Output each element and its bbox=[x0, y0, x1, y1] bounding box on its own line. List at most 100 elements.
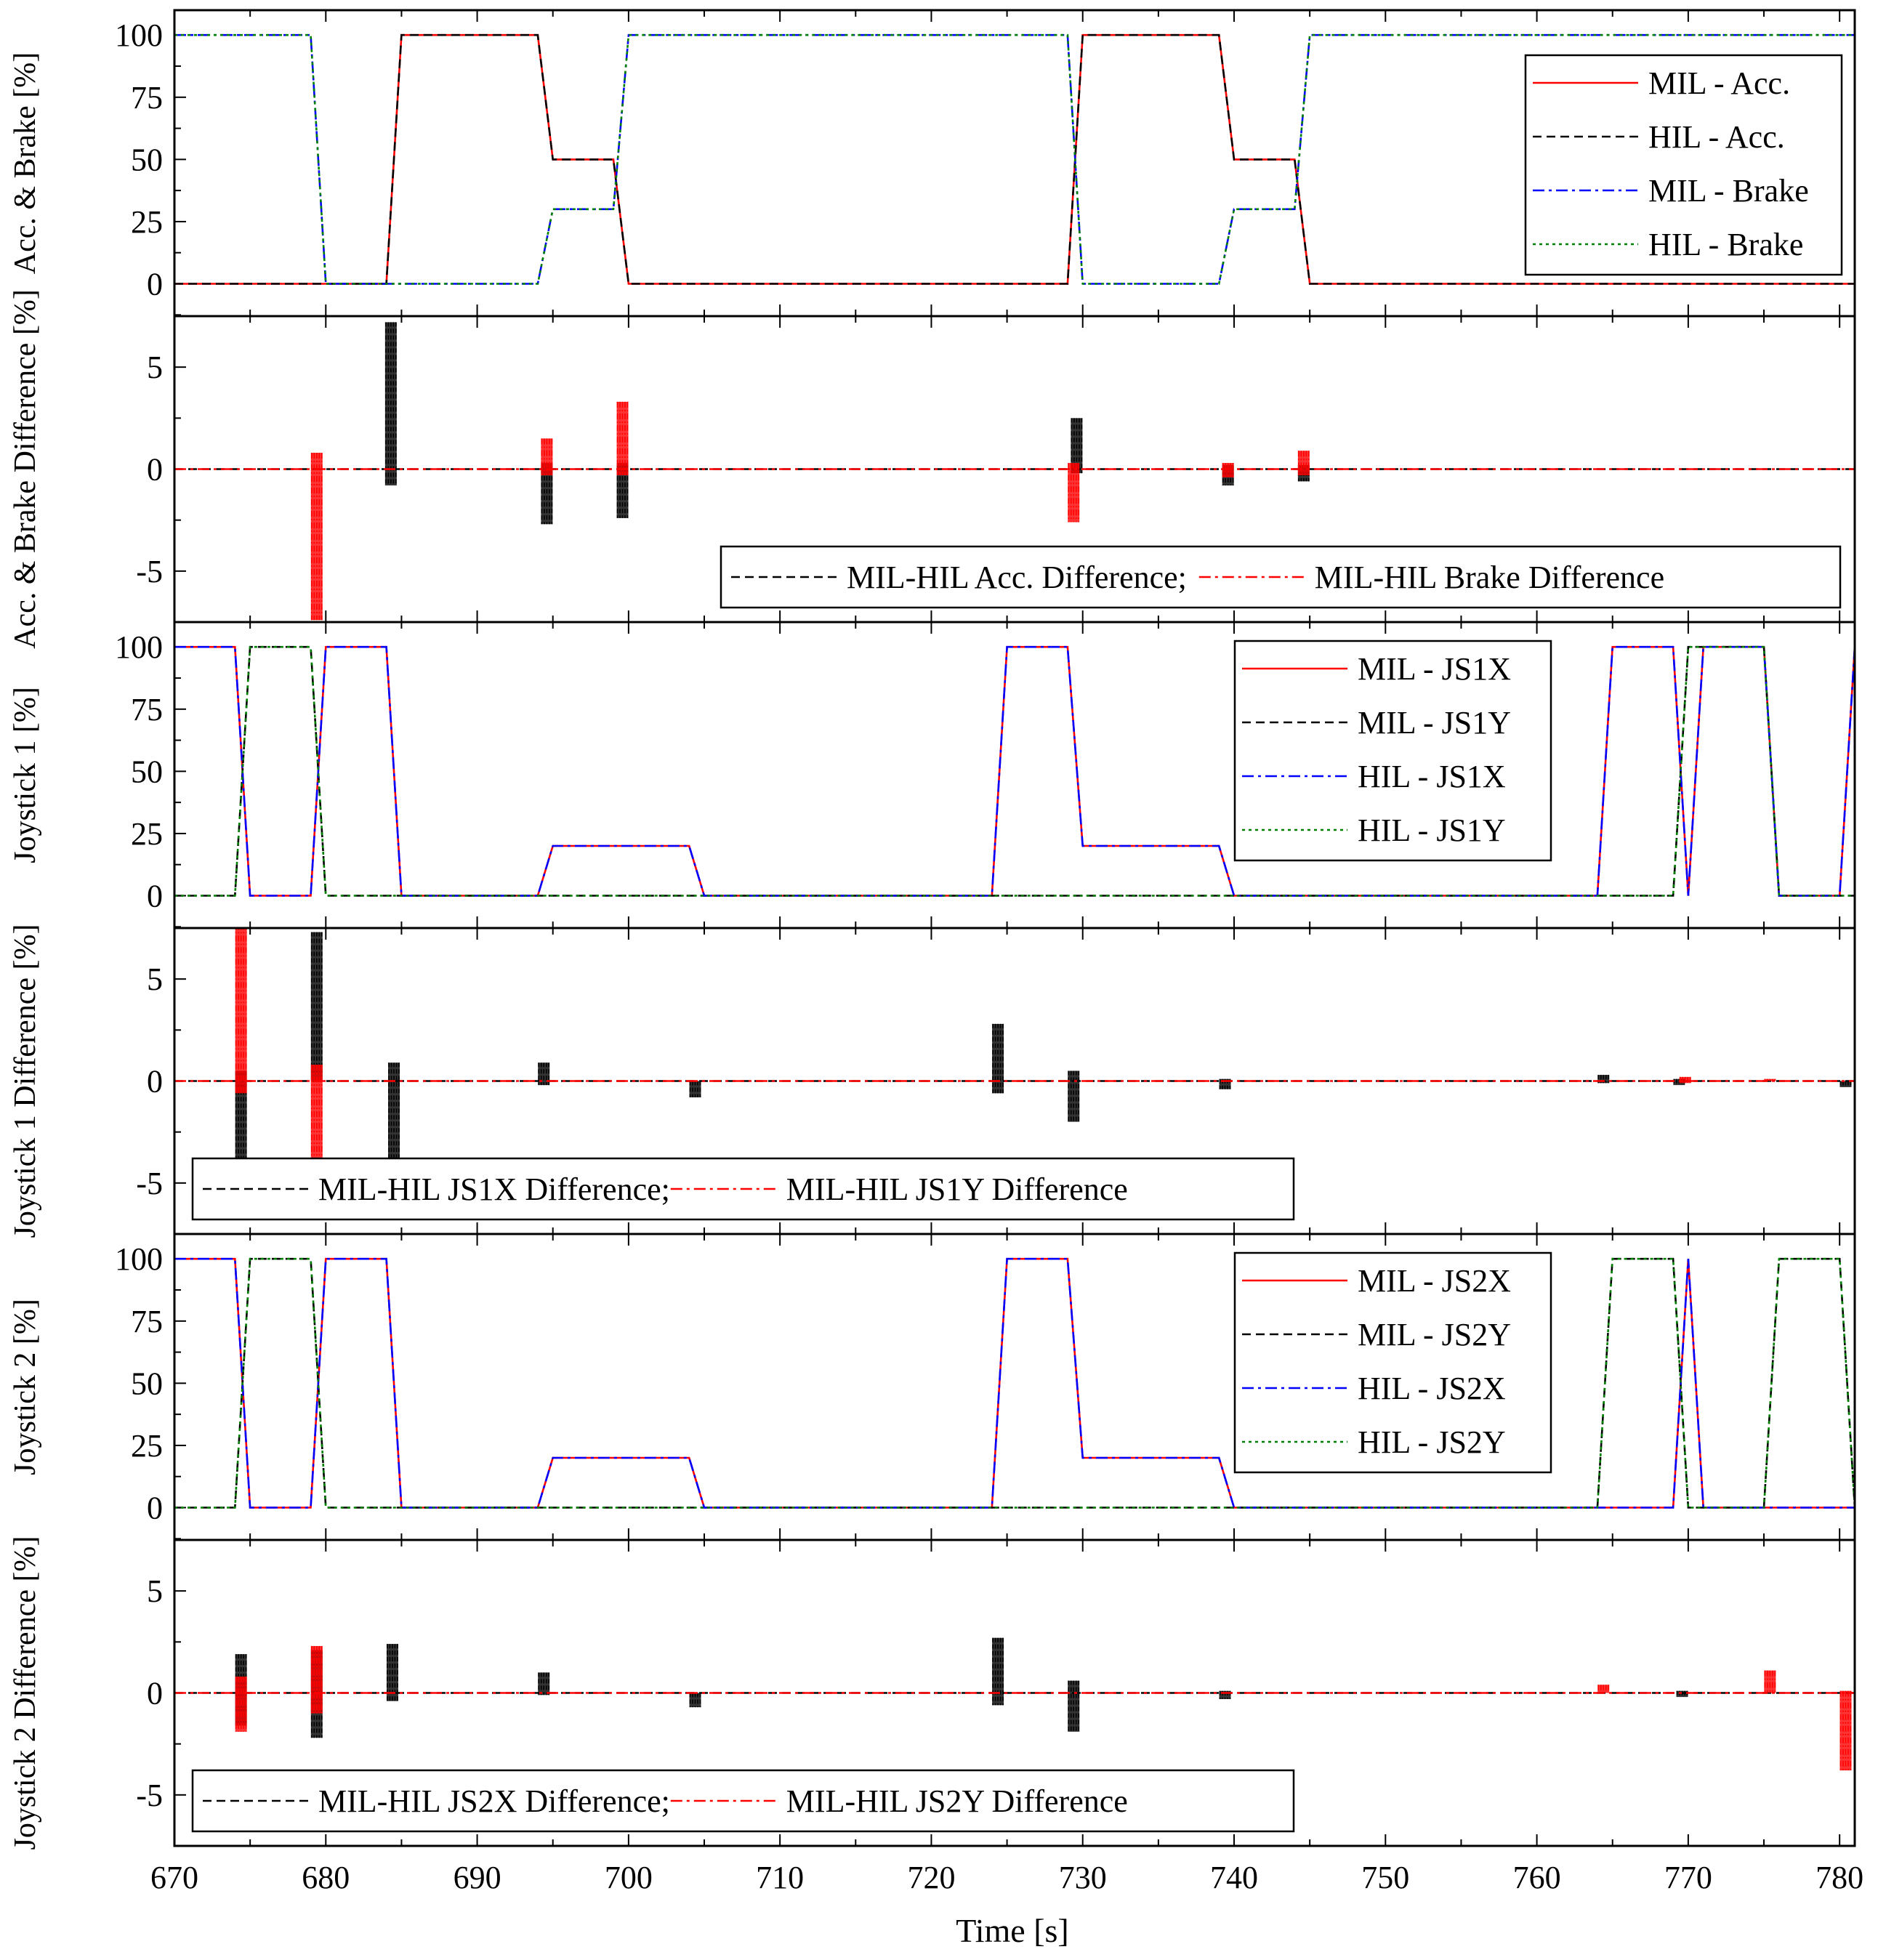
panel-js1-diff: -5 0 5 Joystick 1 Difference [%] MIL-HIL JS1… bbox=[9, 924, 1856, 1238]
difference-spike bbox=[1764, 1670, 1776, 1693]
y-axis-label: Joystick 2 [%] bbox=[9, 1299, 42, 1475]
legend-label: MIL - JS1X bbox=[1358, 651, 1511, 687]
difference-spike bbox=[689, 1693, 701, 1708]
plot-area bbox=[174, 322, 1855, 621]
difference-spike bbox=[1597, 1685, 1610, 1693]
y-tick-label: 0 bbox=[147, 452, 163, 488]
legend-label: HIL - JS1X bbox=[1358, 759, 1506, 794]
y-tick-label: -5 bbox=[136, 1778, 163, 1813]
legend: MIL-HIL Acc. Difference; MIL-HIL Brake Di… bbox=[720, 545, 1842, 609]
y-tick-label: 50 bbox=[131, 1366, 163, 1401]
x-tick-label: 670 bbox=[150, 1860, 198, 1895]
y-axis-label: Joystick 2 Difference [%] bbox=[9, 1536, 42, 1850]
difference-spike bbox=[1839, 1690, 1852, 1771]
y-tick-label: 75 bbox=[131, 692, 163, 727]
plot-area bbox=[174, 33, 1855, 285]
difference-spike bbox=[1297, 451, 1310, 475]
difference-spike bbox=[689, 1081, 701, 1097]
difference-spike bbox=[616, 463, 629, 518]
legend: MIL - Acc. HIL - Acc. MIL - Brake HIL - Bra… bbox=[1524, 54, 1843, 276]
x-tick-label: 690 bbox=[454, 1860, 501, 1895]
difference-spike bbox=[235, 1677, 247, 1732]
panel-acc-brake: 0 25 50 75 100 Acc. & Brake [%] MIL - Acc. HIL … bbox=[9, 9, 1856, 318]
y-axis-label: Acc. & Brake [%] bbox=[9, 52, 42, 275]
y-tick-label: 100 bbox=[115, 1241, 163, 1277]
y-tick-label: 5 bbox=[147, 350, 163, 385]
panel-js2-diff: -5 0 5 Joystick 2 Difference [%] MIL-HIL JS2… bbox=[9, 1536, 1863, 1895]
y-axis-label: Acc. & Brake Difference [%] bbox=[9, 289, 42, 649]
plot-area bbox=[174, 1257, 1855, 1509]
legend-label: MIL-HIL JS2Y Difference bbox=[786, 1783, 1128, 1819]
x-tick-label: 770 bbox=[1664, 1860, 1712, 1895]
y-tick-label: 75 bbox=[131, 1304, 163, 1339]
y-tick-label: 100 bbox=[115, 629, 163, 665]
legend-label: MIL - Acc. bbox=[1648, 65, 1790, 101]
series-line-hil-acc bbox=[174, 33, 1855, 285]
y-tick-label: 25 bbox=[131, 1428, 163, 1464]
x-tick-label: 740 bbox=[1210, 1860, 1258, 1895]
difference-spike bbox=[538, 1672, 550, 1695]
y-tick-label: 25 bbox=[131, 816, 163, 852]
difference-spike bbox=[1679, 1076, 1691, 1084]
panel-acc-brake-diff: -5 0 5 Acc. & Brake Difference [%] MIL-HIL A… bbox=[9, 289, 1856, 649]
difference-spike bbox=[310, 453, 323, 621]
x-tick-label: 760 bbox=[1513, 1860, 1561, 1895]
difference-spike bbox=[1068, 1680, 1080, 1732]
x-tick-label: 700 bbox=[605, 1860, 653, 1895]
legend-label: MIL-HIL JS1Y Difference bbox=[786, 1171, 1128, 1207]
difference-spike bbox=[384, 322, 397, 485]
difference-spike bbox=[992, 1023, 1004, 1094]
x-tick-label: 680 bbox=[302, 1860, 350, 1895]
plot-area bbox=[174, 645, 1855, 897]
series-line-hil-js2y bbox=[174, 1257, 1855, 1509]
y-tick-label: 50 bbox=[131, 754, 163, 789]
y-tick-label: 0 bbox=[147, 267, 163, 302]
panel-frame bbox=[173, 1538, 1856, 1847]
difference-spike bbox=[1839, 1081, 1852, 1087]
legend-label: MIL - JS1Y bbox=[1358, 705, 1511, 741]
difference-spike bbox=[1068, 1070, 1080, 1122]
legend: MIL - JS1X MIL - JS1Y HIL - JS1X HIL - JS1Y bbox=[1233, 640, 1552, 862]
y-tick-label: 0 bbox=[147, 879, 163, 914]
legend-box bbox=[1524, 54, 1843, 276]
difference-spike bbox=[310, 932, 323, 1081]
y-tick-label: 25 bbox=[131, 204, 163, 240]
y-tick-label: 75 bbox=[131, 80, 163, 116]
legend-label: HIL - JS1Y bbox=[1358, 812, 1506, 848]
y-tick-label: 0 bbox=[147, 1064, 163, 1100]
legend-label: MIL - JS2X bbox=[1358, 1263, 1511, 1299]
x-tick-label: 750 bbox=[1361, 1860, 1409, 1895]
difference-spike bbox=[1764, 1078, 1776, 1081]
y-tick-label: -5 bbox=[136, 1166, 163, 1201]
difference-spike bbox=[538, 1062, 550, 1086]
legend-label: HIL - JS2X bbox=[1358, 1371, 1506, 1406]
x-tick-label: 720 bbox=[907, 1860, 955, 1895]
legend-label: HIL - Brake bbox=[1648, 227, 1803, 262]
plot-area bbox=[174, 1637, 1855, 1771]
y-tick-label: -5 bbox=[136, 554, 163, 589]
difference-spike bbox=[386, 1644, 398, 1701]
plot-area bbox=[174, 928, 1855, 1183]
y-tick-label: 0 bbox=[147, 1676, 163, 1711]
difference-spike bbox=[235, 928, 247, 1094]
x-axis-label: Time [s] bbox=[956, 1912, 1069, 1949]
spike-band bbox=[310, 1645, 323, 1714]
difference-spike bbox=[1222, 463, 1234, 477]
y-tick-label: 50 bbox=[131, 142, 163, 177]
series-line-hil-js1x bbox=[174, 645, 1855, 897]
legend: MIL-HIL JS2X Difference; MIL-HIL JS2Y Dif… bbox=[191, 1769, 1295, 1833]
y-tick-label: 5 bbox=[147, 1573, 163, 1609]
x-tick-label: 710 bbox=[756, 1860, 804, 1895]
x-tick-label: 730 bbox=[1059, 1860, 1107, 1895]
difference-spike bbox=[541, 438, 553, 475]
legend-label: HIL - Acc. bbox=[1648, 119, 1785, 155]
y-tick-label: 100 bbox=[115, 17, 163, 53]
legend-label: HIL - JS2Y bbox=[1358, 1424, 1506, 1460]
legend-box bbox=[1233, 1251, 1552, 1474]
y-axis-label: Joystick 1 [%] bbox=[9, 687, 42, 863]
legend: MIL - JS2X MIL - JS2Y HIL - JS2X HIL - JS2Y bbox=[1233, 1251, 1552, 1474]
